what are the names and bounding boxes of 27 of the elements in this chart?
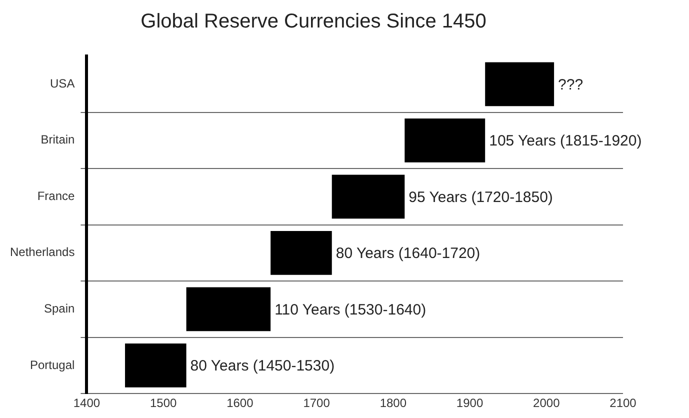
x-tick-label: 2100 <box>610 396 637 410</box>
bar <box>404 118 486 162</box>
x-tick-label: 1500 <box>150 396 177 410</box>
y-tick-label: France <box>37 188 76 203</box>
x-tick-label: 1800 <box>380 396 407 410</box>
data-label: 95 Years (1720-1850) <box>408 188 553 206</box>
y-tick-label: Britain <box>40 132 75 147</box>
data-label: 105 Years (1815-1920) <box>489 132 642 150</box>
bar <box>270 230 332 275</box>
x-tick-label: 2000 <box>533 396 560 410</box>
y-tick-label: Netherlands <box>10 245 75 260</box>
data-label: 110 Years (1530-1640) <box>274 301 426 318</box>
data-label: ??? <box>558 76 584 94</box>
y-tick-label: USA <box>50 76 75 90</box>
data-label: 80 Years (1640-1720) <box>336 245 480 262</box>
bar <box>125 344 186 388</box>
y-tick-label: Portugal <box>30 358 75 372</box>
bar <box>332 174 405 219</box>
x-tick-label: 1400 <box>73 396 100 410</box>
x-tick-label: 1700 <box>303 396 330 410</box>
bar <box>485 62 554 106</box>
y-tick-label: Spain <box>44 302 75 316</box>
data-label: 80 Years (1450-1530) <box>190 358 335 375</box>
bar <box>186 287 271 332</box>
chart-title: Global Reserve Currencies Since 1450 <box>140 10 486 33</box>
x-tick-label: 1600 <box>226 396 254 410</box>
x-tick-label: 1900 <box>456 396 484 410</box>
